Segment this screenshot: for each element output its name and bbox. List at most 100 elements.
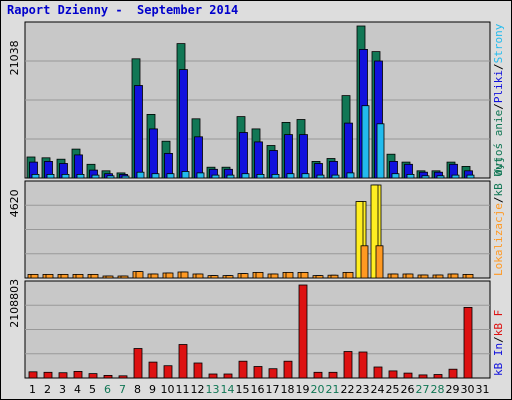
bar-2-orange-day-19 bbox=[300, 271, 309, 279]
bar-3-1-day-1 bbox=[28, 371, 38, 379]
bar-3-1-day-22 bbox=[343, 351, 353, 379]
bar-1-3-day-21 bbox=[331, 174, 340, 179]
bar-1-3-day-30 bbox=[466, 174, 475, 179]
bar-2-orange-day-22 bbox=[345, 271, 354, 279]
bar-2-orange-day-27 bbox=[420, 274, 429, 279]
bar-3-1-day-19 bbox=[298, 284, 308, 379]
bar-1-3-day-11 bbox=[181, 171, 190, 179]
day-label-14: 14 bbox=[221, 383, 235, 396]
bar-3-1-day-15 bbox=[238, 360, 248, 379]
bar-3-1-day-18 bbox=[283, 360, 293, 379]
bar-3-1-day-14 bbox=[223, 373, 233, 379]
bar-3-1-day-12 bbox=[193, 362, 203, 379]
bar-3-1-day-20 bbox=[313, 371, 323, 379]
bar-2-orange-day-16 bbox=[255, 271, 264, 279]
bar-1-3-day-8 bbox=[136, 171, 145, 179]
bar-1-2-day-19 bbox=[299, 134, 308, 179]
day-label-11: 11 bbox=[176, 383, 190, 396]
day-label-15: 15 bbox=[236, 383, 250, 396]
bar-2-orange-day-11 bbox=[180, 271, 189, 279]
day-label-4: 4 bbox=[74, 383, 81, 396]
day-label-18: 18 bbox=[281, 383, 295, 396]
bar-2-orange-day-8 bbox=[135, 271, 144, 279]
bar-1-2-day-12 bbox=[194, 136, 203, 179]
bar-2-orange-day-25 bbox=[390, 273, 399, 279]
bar-2-orange-day-1 bbox=[30, 273, 39, 279]
bar-3-1-day-9 bbox=[148, 361, 158, 379]
bar-1-3-day-27 bbox=[421, 175, 430, 179]
legend-item: kB F bbox=[492, 310, 505, 337]
bar-1-2-day-22 bbox=[344, 122, 353, 179]
bar-3-1-day-11 bbox=[178, 344, 188, 379]
bar-3-1-day-23 bbox=[358, 351, 368, 379]
bar-2-orange-day-3 bbox=[60, 273, 69, 279]
legend-panel-3: kB In/kB F bbox=[492, 310, 505, 376]
bar-2-orange-day-6 bbox=[105, 275, 114, 279]
y-max-tick-label: 21038 bbox=[8, 40, 21, 75]
bar-1-3-day-24 bbox=[376, 123, 385, 179]
bar-3-1-day-16 bbox=[253, 366, 263, 379]
bar-1-3-day-28 bbox=[436, 175, 445, 179]
bar-2-orange-day-7 bbox=[120, 275, 129, 279]
bar-3-1-day-7 bbox=[118, 375, 128, 379]
bar-2-orange-day-4 bbox=[75, 273, 84, 279]
legend-item: / bbox=[492, 336, 505, 343]
day-label-23: 23 bbox=[356, 383, 370, 396]
bar-1-3-day-14 bbox=[226, 174, 235, 179]
day-label-27: 27 bbox=[416, 383, 430, 396]
day-label-1: 1 bbox=[29, 383, 36, 396]
day-label-26: 26 bbox=[401, 383, 415, 396]
bar-1-3-day-15 bbox=[241, 173, 250, 179]
day-label-17: 17 bbox=[266, 383, 280, 396]
legend-item: / bbox=[492, 197, 505, 204]
legend-item: kB Out bbox=[492, 157, 505, 197]
bar-3-1-day-28 bbox=[433, 374, 443, 379]
day-label-20: 20 bbox=[311, 383, 325, 396]
bar-2-orange-day-13 bbox=[210, 275, 219, 279]
bar-1-3-day-3 bbox=[61, 173, 70, 179]
bar-1-3-day-10 bbox=[166, 173, 175, 179]
bar-1-3-day-12 bbox=[196, 172, 205, 179]
legend-item: Pliki bbox=[492, 70, 505, 103]
legend-item: Strony bbox=[492, 23, 505, 63]
bar-1-3-day-19 bbox=[301, 173, 310, 179]
bar-2-orange-day-26 bbox=[405, 273, 414, 279]
legend-panel-1: Wyjoś anie/Pliki/Strony bbox=[492, 23, 505, 176]
legend-panel-2: Lokalizacje/kB Out bbox=[492, 157, 505, 276]
bar-1-2-day-15 bbox=[239, 132, 248, 179]
bar-3-1-day-29 bbox=[448, 368, 458, 379]
bar-1-3-day-6 bbox=[106, 175, 115, 179]
bar-3-1-day-26 bbox=[403, 372, 413, 379]
bar-3-1-day-21 bbox=[328, 371, 338, 379]
bar-2-orange-day-24 bbox=[375, 245, 384, 279]
day-label-13: 13 bbox=[206, 383, 220, 396]
bar-2-orange-day-12 bbox=[195, 273, 204, 279]
bar-1-2-day-9 bbox=[149, 128, 158, 179]
bar-2-orange-day-2 bbox=[45, 273, 54, 279]
chart-title: Raport Dzienny - September 2014 bbox=[7, 3, 239, 17]
bar-1-2-day-17 bbox=[269, 150, 278, 179]
bar-3-1-day-27 bbox=[418, 374, 428, 379]
bar-3-1-day-25 bbox=[388, 370, 398, 379]
bar-2-orange-day-21 bbox=[330, 274, 339, 279]
bar-2-orange-day-30 bbox=[465, 273, 474, 279]
day-label-10: 10 bbox=[161, 383, 175, 396]
bar-1-3-day-17 bbox=[271, 173, 280, 179]
bar-1-3-day-4 bbox=[76, 173, 85, 179]
bar-3-1-day-8 bbox=[133, 348, 143, 379]
day-label-28: 28 bbox=[431, 383, 445, 396]
day-label-19: 19 bbox=[296, 383, 310, 396]
bar-1-3-day-20 bbox=[316, 174, 325, 179]
bar-1-3-day-23 bbox=[361, 105, 370, 179]
day-label-7: 7 bbox=[119, 383, 126, 396]
legend-item: / bbox=[492, 63, 505, 70]
bar-3-1-day-3 bbox=[58, 372, 68, 379]
bar-2-orange-day-5 bbox=[90, 273, 99, 279]
bar-2-orange-day-20 bbox=[315, 275, 324, 279]
day-label-12: 12 bbox=[191, 383, 205, 396]
bar-2-orange-day-14 bbox=[225, 275, 234, 279]
bar-3-1-day-24 bbox=[373, 366, 383, 379]
bar-3-1-day-17 bbox=[268, 368, 278, 379]
legend-item: Wyjoś anie bbox=[492, 110, 505, 176]
